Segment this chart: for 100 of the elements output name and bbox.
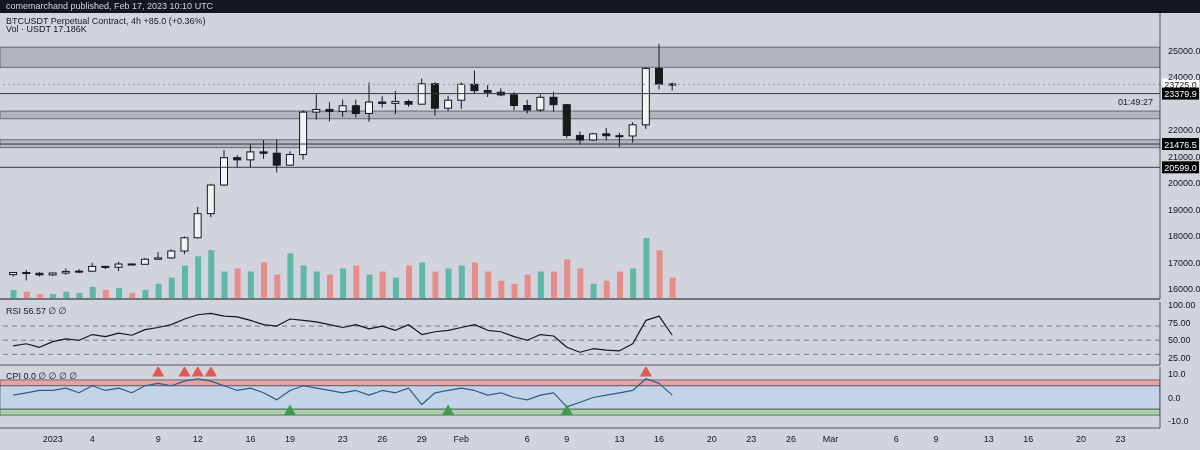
bar: [353, 265, 360, 299]
y-tick-label: 100.00: [1168, 300, 1196, 311]
bar: [630, 268, 637, 299]
bar: [116, 288, 123, 299]
x-tick-label: 2023: [42, 434, 63, 445]
x-tick-label: 29: [416, 434, 427, 445]
bar: [471, 262, 478, 299]
candlestick: [470, 70, 479, 95]
candlestick: [628, 121, 637, 144]
chart-title: Vol · USDT 17.186K: [6, 24, 87, 34]
bar: [669, 277, 676, 299]
text: comemarchand published, Feb 17, 2023 10:10 UTC: [6, 1, 214, 11]
candlestick: [549, 91, 558, 113]
bar: [274, 274, 281, 299]
chart-title: RSI 56.57 ∅ ∅: [6, 306, 67, 316]
x-tick-label: 13: [983, 434, 994, 445]
y-tick-label: 18000.0: [1168, 231, 1200, 242]
x-tick-label: 9: [564, 434, 570, 445]
bar: [392, 277, 399, 299]
x-tick-label: 9: [155, 434, 161, 445]
x-tick-label: Feb: [453, 434, 470, 445]
candlestick: [154, 251, 163, 261]
x-tick-label: 16: [654, 434, 665, 445]
ref-line-label: 20599.0: [1164, 162, 1197, 173]
bar: [511, 283, 518, 299]
bar: [432, 271, 439, 299]
y-tick-label: 25000.0: [1168, 45, 1200, 56]
bar: [419, 262, 426, 299]
bar: [168, 277, 175, 299]
bar: [616, 271, 623, 299]
annotation: 01:49:27: [1118, 97, 1154, 107]
bar: [564, 259, 571, 299]
bar: [406, 265, 413, 299]
candlestick: [457, 81, 466, 110]
bar: [643, 238, 650, 299]
bar: [181, 265, 188, 299]
bar: [89, 286, 96, 299]
candlestick: [259, 139, 268, 160]
x-tick-label: 23: [1115, 434, 1126, 445]
candlestick: [325, 101, 334, 122]
x-tick-label: 23: [337, 434, 348, 445]
x-tick-label: 4: [89, 434, 95, 445]
bar: [590, 283, 597, 299]
candlestick: [391, 90, 400, 115]
y-tick-label: 0.0: [1168, 392, 1181, 403]
x-tick-label: 9: [933, 434, 939, 445]
x-tick-label: 16: [245, 434, 256, 445]
line-series: [12, 312, 673, 353]
bar: [577, 268, 584, 299]
x-tick-label: 26: [785, 434, 796, 445]
bar: [366, 274, 373, 299]
x-tick-label: 20: [1075, 434, 1086, 445]
y-tick-label: 50.00: [1168, 335, 1191, 346]
x-tick-label: 12: [192, 434, 203, 445]
y-tick-label: 10.0: [1168, 369, 1186, 380]
bar: [261, 262, 268, 299]
ref-line-label: 23725.0: [1164, 79, 1197, 90]
bar: [524, 274, 531, 299]
ref-line-label: 23379.9: [1164, 89, 1197, 100]
bar: [485, 271, 492, 299]
candlestick: [272, 138, 281, 174]
candlestick: [510, 91, 518, 111]
bar: [458, 265, 465, 299]
bar: [313, 271, 320, 299]
candlestick: [365, 81, 373, 123]
bar: [326, 274, 333, 299]
bar: [340, 268, 347, 299]
candlestick: [246, 143, 255, 168]
bar: [287, 253, 294, 299]
y-tick-label: 21000.0: [1168, 151, 1200, 162]
ref-line-label: 21476.5: [1164, 139, 1197, 150]
candlestick: [75, 268, 83, 274]
bar: [379, 271, 386, 299]
y-tick-label: 22000.0: [1168, 125, 1200, 136]
bar: [656, 250, 663, 299]
bar: [221, 271, 228, 299]
x-tick-label: 6: [524, 434, 530, 445]
x-tick-label: Mar: [822, 434, 839, 445]
x-tick-label: 16: [1023, 434, 1034, 445]
y-tick-label: 19000.0: [1168, 204, 1200, 215]
bar: [234, 268, 241, 299]
chart-title: CPI 0.0 ∅ ∅ ∅ ∅: [6, 371, 78, 381]
bar: [247, 271, 254, 299]
y-tick-label: 16000.0: [1168, 284, 1200, 295]
y-tick-label: 20000.0: [1168, 178, 1200, 189]
x-tick-label: 23: [746, 434, 757, 445]
bar: [551, 271, 558, 299]
candlestick: [575, 130, 584, 146]
bar: [603, 280, 610, 299]
candlestick: [655, 43, 663, 90]
bar: [155, 283, 162, 299]
bar: [195, 256, 202, 299]
x-tick-label: 13: [614, 434, 625, 445]
y-tick-label: 25.00: [1168, 353, 1191, 364]
bar: [300, 265, 307, 299]
x-tick-label: 19: [284, 434, 296, 445]
bar: [537, 271, 544, 299]
y-tick-label: -10.0: [1168, 416, 1189, 427]
bar: [498, 280, 505, 299]
chart-title: BTCUSDT Perpetual Contract, 4h +85.0 (+0.36%): [6, 16, 206, 26]
